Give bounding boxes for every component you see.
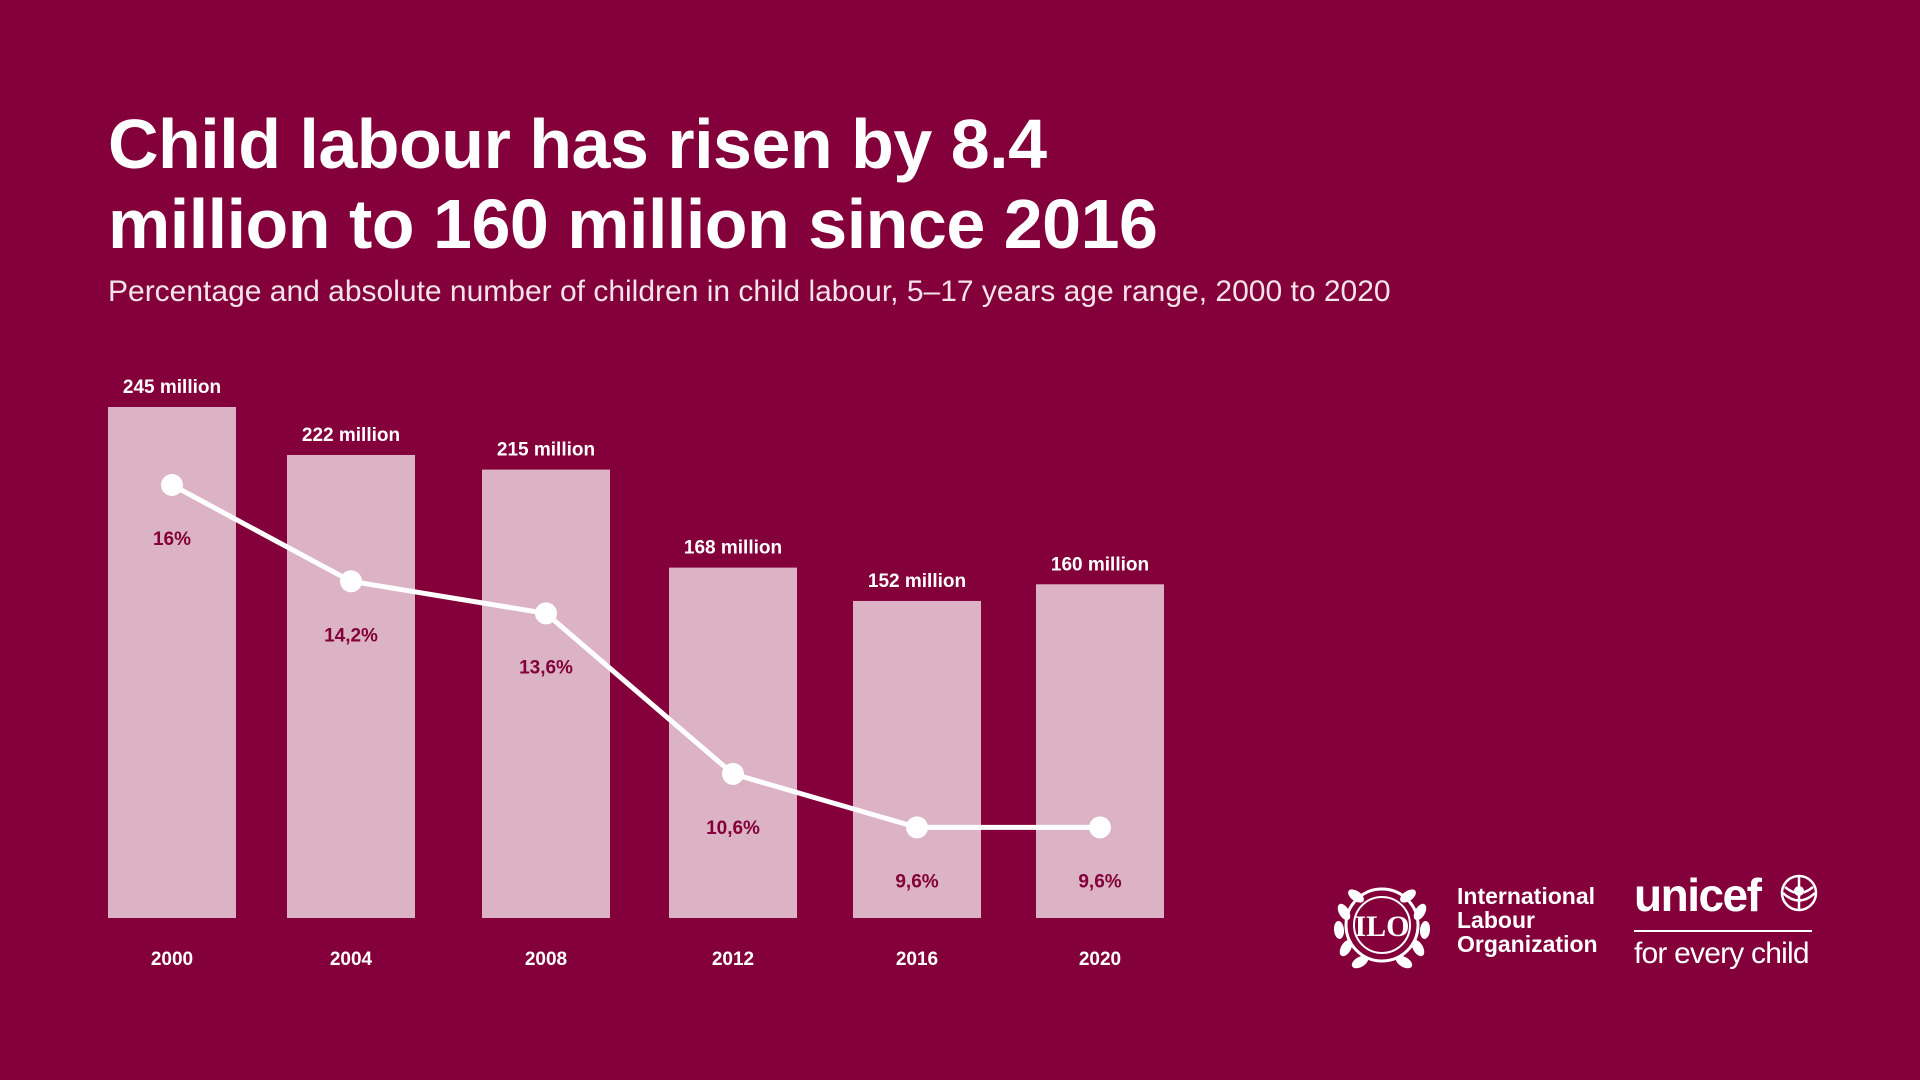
unicef-globe-icon <box>1780 874 1818 912</box>
percent-label-2012: 10,6% <box>706 818 760 839</box>
line-point-2000 <box>161 474 183 496</box>
labels-layer: 245 million 2000 222 million 2004 215 millio… <box>123 377 1149 970</box>
x-tick-label-2008: 2008 <box>525 949 567 970</box>
unicef-logo: unicef for every child <box>1632 868 1822 978</box>
line-point-2012 <box>722 762 744 785</box>
bar-2020 <box>1036 584 1164 918</box>
percent-label-2000: 16% <box>153 529 191 550</box>
x-tick-label-2020: 2020 <box>1079 949 1121 970</box>
bar-2012 <box>669 567 797 918</box>
x-tick-label-2012: 2012 <box>712 949 754 970</box>
ilo-name-line-3: Organization <box>1457 931 1598 957</box>
percent-label-2016: 9,6% <box>895 871 938 892</box>
percentage-line <box>169 482 1103 830</box>
bar-2008 <box>482 469 610 918</box>
bar-value-label-2000: 245 million <box>123 377 221 398</box>
chart-title: Child labour has risen by 8.4 million to… <box>108 104 1408 264</box>
percent-label-2020: 9,6% <box>1078 871 1121 892</box>
line-point-2020 <box>1089 816 1111 839</box>
bar-value-label-2008: 215 million <box>497 440 595 461</box>
line-layer <box>161 474 1111 839</box>
x-tick-label-2000: 2000 <box>151 949 193 970</box>
ilo-logo: ILO International Labour Organization <box>1324 872 1744 982</box>
line-point-2016 <box>906 816 928 839</box>
unicef-wordmark: unicef <box>1634 869 1762 921</box>
x-tick-label-2016: 2016 <box>896 949 938 970</box>
bar-value-label-2004: 222 million <box>302 425 400 446</box>
percent-label-2008: 13,6% <box>519 657 573 678</box>
unicef-divider <box>1634 930 1812 932</box>
bar-2004 <box>287 454 415 918</box>
chart-title-line-1: Child labour has risen by 8.4 <box>108 105 1047 183</box>
ilo-emblem-icon: ILO <box>1333 887 1431 969</box>
bars-layer <box>108 407 1164 918</box>
x-tick-label-2004: 2004 <box>330 949 373 970</box>
bar-value-label-2016: 152 million <box>868 571 966 592</box>
ilo-name-line-1: International <box>1457 883 1596 909</box>
bar-value-label-2012: 168 million <box>684 538 782 559</box>
ilo-name: International Labour Organization <box>1457 884 1598 956</box>
svg-text:ILO: ILO <box>1354 910 1409 943</box>
chart-subtitle: Percentage and absolute number of childr… <box>108 275 1391 308</box>
percent-label-2004: 14,2% <box>324 625 378 646</box>
chart-title-line-2: million to 160 million since 2016 <box>108 185 1158 263</box>
unicef-tagline: for every child <box>1634 937 1810 970</box>
bar-value-label-2020: 160 million <box>1051 554 1149 575</box>
line-point-2004 <box>340 570 362 593</box>
ilo-name-line-2: Labour <box>1457 907 1535 933</box>
bar-2016 <box>853 600 981 918</box>
line-point-2008 <box>535 602 557 625</box>
